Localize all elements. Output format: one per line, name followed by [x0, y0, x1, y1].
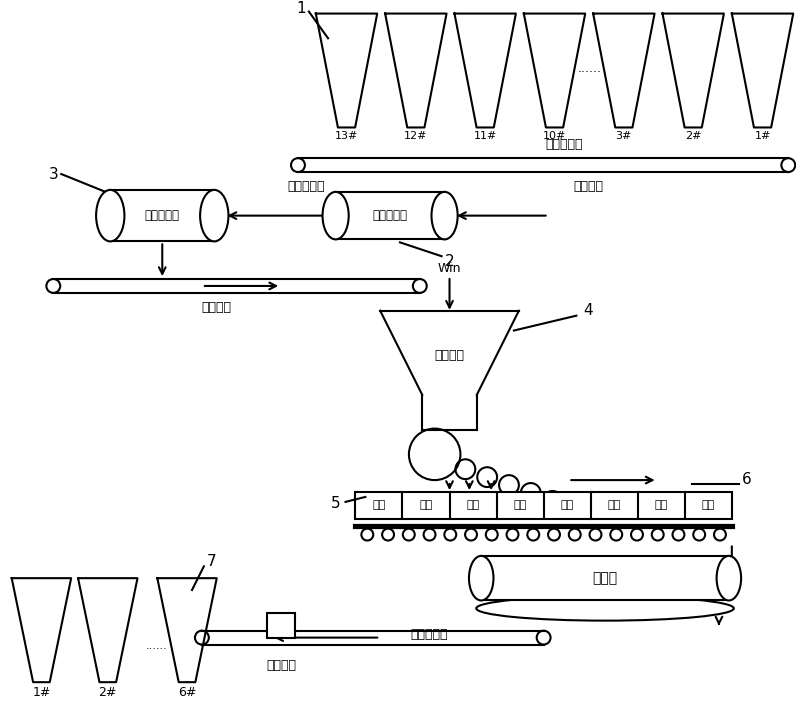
Text: 3#: 3# [616, 131, 632, 141]
Text: 2#: 2# [685, 131, 702, 141]
Text: 台车: 台车 [702, 501, 715, 510]
Text: 13#: 13# [335, 131, 358, 141]
Text: 2#: 2# [98, 686, 117, 699]
Bar [110, 190, 214, 241]
Text: 混合料槽: 混合料槽 [434, 349, 465, 362]
Text: 烧结皮带: 烧结皮带 [202, 301, 232, 314]
Text: 环冷机: 环冷机 [593, 571, 618, 585]
Text: 一次混合机: 一次混合机 [373, 209, 407, 222]
Text: 1#: 1# [32, 686, 50, 699]
Text: 1#: 1# [754, 131, 770, 141]
Text: Win: Win [438, 262, 462, 275]
Text: 台车: 台车 [419, 501, 433, 510]
Ellipse shape [431, 192, 458, 239]
Text: 台车: 台车 [561, 501, 574, 510]
Text: 台车: 台车 [466, 501, 480, 510]
Bar [482, 556, 729, 600]
Text: 台车: 台车 [607, 501, 621, 510]
Text: 成品皮带辗: 成品皮带辗 [410, 628, 447, 641]
Text: ......: ...... [577, 62, 601, 74]
Text: 7: 7 [207, 554, 217, 569]
Text: 11#: 11# [474, 131, 497, 141]
Text: 10#: 10# [543, 131, 566, 141]
Text: 5: 5 [331, 496, 341, 511]
Text: 台车: 台车 [654, 501, 668, 510]
Text: 3: 3 [49, 166, 58, 182]
Bar [355, 492, 732, 519]
Text: 成品检测: 成品检测 [266, 659, 296, 672]
Text: ......: ...... [146, 640, 167, 651]
Ellipse shape [322, 192, 349, 239]
Text: 台车: 台车 [514, 501, 526, 510]
Text: 混一皮带: 混一皮带 [574, 180, 603, 193]
Bar [336, 192, 445, 239]
Text: 6: 6 [742, 472, 751, 486]
Ellipse shape [96, 190, 125, 241]
Ellipse shape [200, 190, 229, 241]
Ellipse shape [717, 556, 741, 600]
Text: 4: 4 [583, 303, 593, 318]
Bar [267, 613, 295, 637]
Text: 二次混合机: 二次混合机 [145, 209, 180, 222]
Text: 6#: 6# [178, 686, 196, 699]
Text: 配料料仓组: 配料料仓组 [546, 138, 583, 151]
Text: 2: 2 [445, 253, 454, 269]
Text: 第一集结点: 第一集结点 [287, 180, 325, 193]
Ellipse shape [476, 596, 734, 621]
Text: 台车: 台车 [372, 501, 386, 510]
Text: 12#: 12# [404, 131, 427, 141]
Text: 1: 1 [296, 1, 306, 16]
Ellipse shape [469, 556, 494, 600]
